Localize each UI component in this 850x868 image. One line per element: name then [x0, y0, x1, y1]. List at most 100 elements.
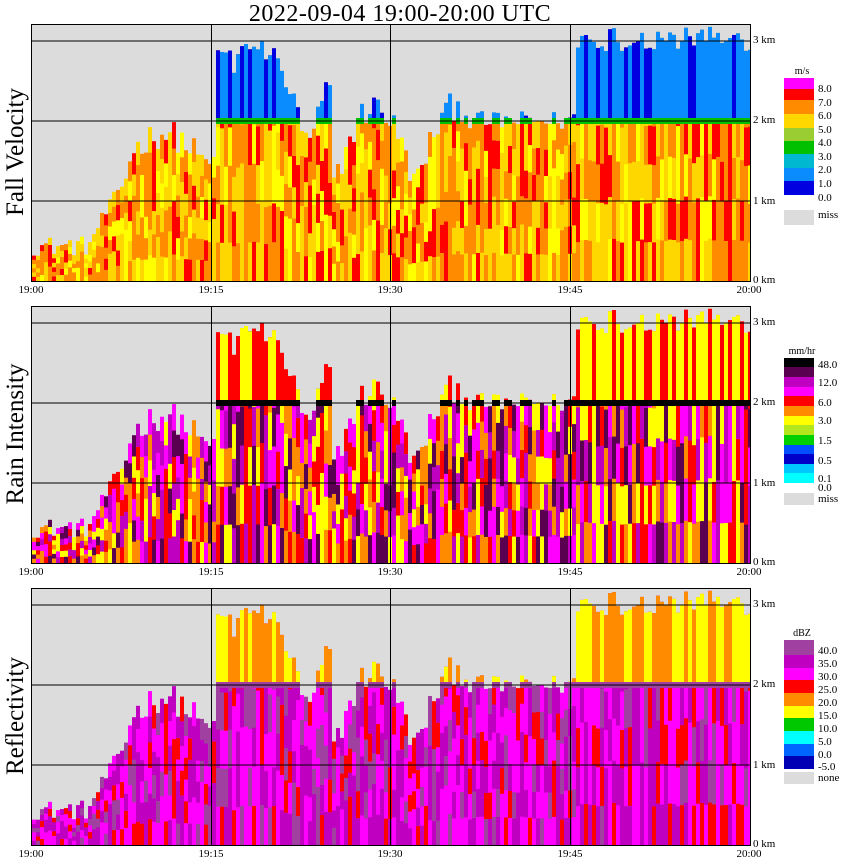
radar-cell [648, 47, 652, 122]
radar-cell [76, 241, 80, 249]
radar-cell [104, 811, 108, 824]
radar-cell [704, 522, 708, 563]
radar-cell [396, 515, 400, 541]
radar-cell [108, 253, 112, 269]
radar-cell [616, 685, 620, 727]
radar-cell [416, 770, 420, 790]
radar-cell [420, 787, 424, 808]
radar-cell [308, 821, 312, 845]
radar-cell [272, 203, 276, 244]
radar-cell [696, 721, 700, 764]
radar-cell [372, 753, 376, 785]
radar-cell [224, 486, 228, 526]
radar-cell [208, 202, 212, 224]
radar-cell [232, 424, 236, 460]
legend-swatch [784, 693, 814, 706]
radar-cell [336, 242, 340, 263]
radar-cell [608, 479, 612, 523]
radar-cell [36, 823, 40, 830]
radar-cell [408, 214, 412, 232]
radar-cell [324, 148, 328, 183]
radar-cell [632, 122, 636, 163]
radar-cell [496, 422, 500, 452]
radar-cell [236, 205, 240, 245]
radar-cell [464, 535, 468, 563]
radar-cell [572, 789, 576, 819]
radar-cell [104, 551, 108, 563]
radar-cell [392, 480, 396, 509]
radar-cell [520, 675, 524, 685]
radar-cell [452, 818, 456, 845]
radar-cell [616, 443, 620, 485]
radar-cell [368, 169, 372, 199]
radar-cell [572, 817, 576, 845]
legend-value: 5.0 [818, 124, 832, 136]
radar-cell [692, 727, 696, 768]
radar-cell [516, 406, 520, 434]
radar-cell [328, 150, 332, 185]
radar-cell [76, 818, 80, 826]
time-tick: 20:00 [736, 848, 762, 860]
radar-cell [564, 454, 568, 483]
radar-cell [736, 597, 740, 686]
radar-cell [404, 757, 408, 781]
radar-cell [96, 554, 100, 563]
radar-cell [40, 809, 44, 817]
radar-cell [288, 658, 292, 685]
radar-cell [208, 484, 212, 506]
radar-cell [608, 311, 612, 403]
radar-cell [524, 397, 528, 427]
radar-cell [716, 397, 720, 440]
radar-cell [436, 232, 440, 258]
radar-cell [744, 691, 748, 731]
radar-cell [616, 483, 620, 525]
radar-cell [644, 767, 648, 808]
radar-cell [576, 728, 580, 769]
radar-cell [404, 237, 408, 261]
radar-cell [96, 545, 100, 556]
radar-cell [160, 796, 164, 822]
radar-cell [648, 446, 652, 487]
radar-cell [644, 242, 648, 281]
radar-cell [132, 781, 136, 804]
radar-cell [480, 731, 484, 762]
radar-cell [464, 817, 468, 845]
radar-cell [144, 152, 148, 175]
radar-cell [480, 393, 484, 403]
radar-cell [56, 251, 60, 259]
radar-cell [320, 664, 324, 685]
radar-cell [588, 120, 592, 162]
radar-cell [56, 827, 60, 835]
radar-cell [340, 263, 344, 281]
radar-cell [380, 506, 384, 536]
radar-cell [380, 478, 384, 508]
radar-cell [288, 187, 292, 220]
panel-label: Reflectivity [2, 656, 29, 776]
radar-cell [608, 29, 612, 121]
radar-cell [496, 789, 500, 818]
radar-cell [272, 524, 276, 563]
radar-cell [248, 447, 252, 487]
radar-cell [700, 197, 704, 241]
radar-cell [48, 548, 52, 557]
radar-cell [364, 457, 368, 485]
radar-cell [64, 532, 68, 540]
radar-cell [456, 665, 460, 685]
radar-cell [276, 622, 280, 686]
radar-cell [512, 431, 516, 459]
radar-cell [96, 827, 100, 838]
legend-value: 30.0 [818, 671, 838, 683]
radar-cell [272, 125, 276, 166]
radar-cell [36, 828, 40, 834]
radar-cell [56, 528, 60, 535]
radar-cell [692, 327, 696, 403]
radar-cell [500, 511, 504, 539]
radar-cell [372, 532, 376, 563]
radar-cell [444, 503, 448, 535]
radar-cell [148, 229, 152, 257]
radar-cell [300, 745, 304, 771]
radar-cell [608, 155, 612, 199]
radar-cell [352, 257, 356, 281]
radar-cell [528, 709, 532, 738]
radar-cell [692, 609, 696, 685]
